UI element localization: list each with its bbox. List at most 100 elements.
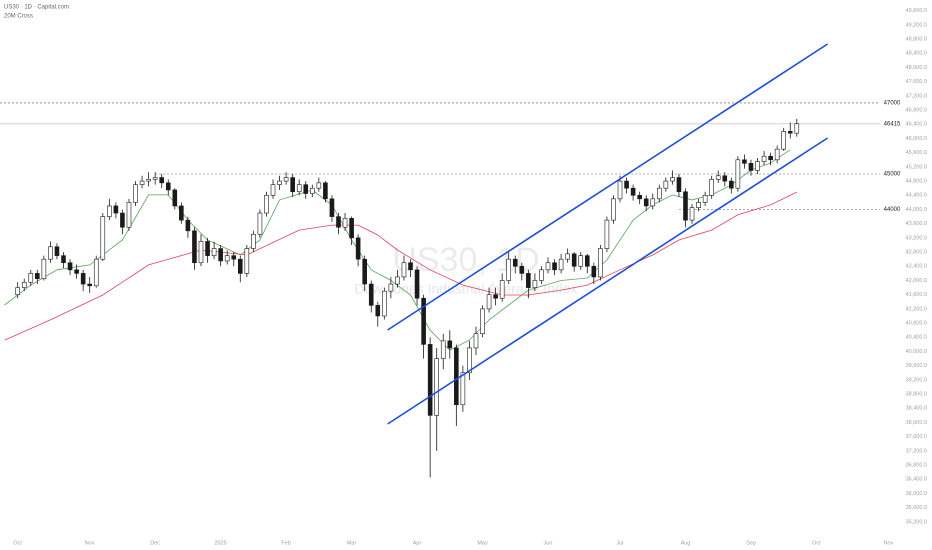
candle-body (277, 180, 282, 185)
candle-body (440, 340, 446, 359)
y-tick-label: 46,000.0 (906, 136, 927, 142)
candle-body (624, 180, 629, 189)
x-tick-label: Jul (617, 540, 624, 546)
candle-body (787, 131, 793, 134)
trend-channel-line (387, 43, 829, 331)
y-tick-label: 49,200.0 (906, 22, 927, 28)
candle-body (591, 265, 597, 278)
candle-body (172, 189, 178, 207)
x-tick-label: Oct (13, 540, 22, 546)
candle-body (565, 253, 570, 260)
candle-body (231, 255, 237, 260)
candle-body (519, 265, 525, 274)
candle-body (702, 194, 708, 203)
x-tick-label: Dec (150, 540, 160, 546)
candle-body (205, 241, 210, 256)
candle-body (107, 205, 112, 217)
candle-body (270, 184, 276, 196)
y-tick-label: 46,800.0 (906, 108, 927, 114)
x-tick-label: Nov (884, 540, 894, 546)
candle-body (237, 258, 243, 274)
x-tick-label: Nov (85, 540, 95, 546)
candle-body (722, 175, 728, 182)
candle-body (61, 255, 66, 264)
candle-body (676, 177, 682, 193)
candle-body (709, 179, 714, 196)
candle-body (244, 248, 250, 274)
candle-body (408, 262, 413, 271)
y-tick-label: 42,400.0 (906, 264, 927, 270)
candle-body (499, 280, 505, 299)
y-tick-label: 42,800.0 (906, 250, 927, 256)
candle-body (506, 258, 512, 281)
candle-body (434, 358, 439, 416)
level-label-box (882, 97, 902, 108)
candle-body (349, 218, 354, 239)
candle-body (598, 248, 603, 278)
candle-body (41, 258, 47, 280)
y-tick-label: 47,600.0 (906, 79, 927, 85)
candle-body (493, 294, 498, 299)
candle-body (742, 159, 747, 164)
level-label: 44000 (884, 207, 901, 213)
x-tick-label: Sep (746, 540, 756, 546)
candle-body (218, 248, 223, 262)
candle-body (401, 262, 407, 278)
y-tick-label: 39,200.0 (906, 377, 927, 383)
candle-body (28, 273, 34, 283)
candle-body (192, 230, 197, 264)
candle-body (264, 194, 269, 214)
level-label-box (882, 118, 902, 129)
candle-body (316, 182, 322, 189)
candle-body (512, 258, 518, 267)
candle-body (113, 205, 119, 214)
candle-body (211, 248, 217, 256)
candle-body (179, 205, 184, 221)
candle-body (748, 163, 754, 171)
x-tick-label: Jun (544, 540, 553, 546)
candle-body (539, 269, 544, 281)
y-tick-label: 40,800.0 (906, 321, 927, 327)
candle-body (571, 253, 577, 267)
y-tick-label: 40,400.0 (906, 335, 927, 341)
candle-body (303, 184, 309, 194)
candle-body (689, 207, 695, 221)
candle-body (421, 297, 426, 345)
candle-body (146, 179, 151, 182)
candle-body (87, 283, 92, 287)
y-tick-label: 43,600.0 (906, 221, 927, 227)
candle-body (552, 262, 557, 271)
y-tick-label: 38,800.0 (906, 392, 927, 398)
candle-body (761, 155, 767, 162)
y-tick-label: 37,200.0 (906, 448, 927, 454)
candle-body (100, 216, 106, 260)
candle-body (604, 219, 610, 249)
candle-body (696, 202, 701, 209)
candle-body (774, 148, 780, 161)
candle-body (630, 187, 636, 196)
candle-body (67, 262, 73, 271)
candle-body (388, 283, 394, 292)
x-tick-label: May (477, 540, 488, 546)
candle-body (368, 283, 374, 306)
candle-body (296, 184, 302, 193)
x-tick-label: 2025 (215, 540, 227, 546)
y-tick-label: 36,000.0 (906, 491, 927, 497)
candle-body (683, 191, 688, 221)
candle-body (781, 131, 786, 150)
candle-body (414, 269, 420, 299)
x-tick-label: Apr (413, 540, 422, 546)
candle-body (670, 177, 675, 182)
level-label: 46415 (884, 121, 901, 127)
y-tick-label: 41,600.0 (906, 292, 927, 298)
candle-body (526, 273, 531, 288)
candle-body (467, 347, 472, 374)
y-tick-label: 36,400.0 (906, 477, 927, 483)
y-tick-label: 38,000.0 (906, 420, 927, 426)
candle-body (198, 241, 204, 264)
candle-body (93, 258, 99, 287)
y-tick-label: 48,000.0 (906, 65, 927, 71)
y-tick-label: 39,600.0 (906, 363, 927, 369)
candle-body (362, 258, 367, 285)
